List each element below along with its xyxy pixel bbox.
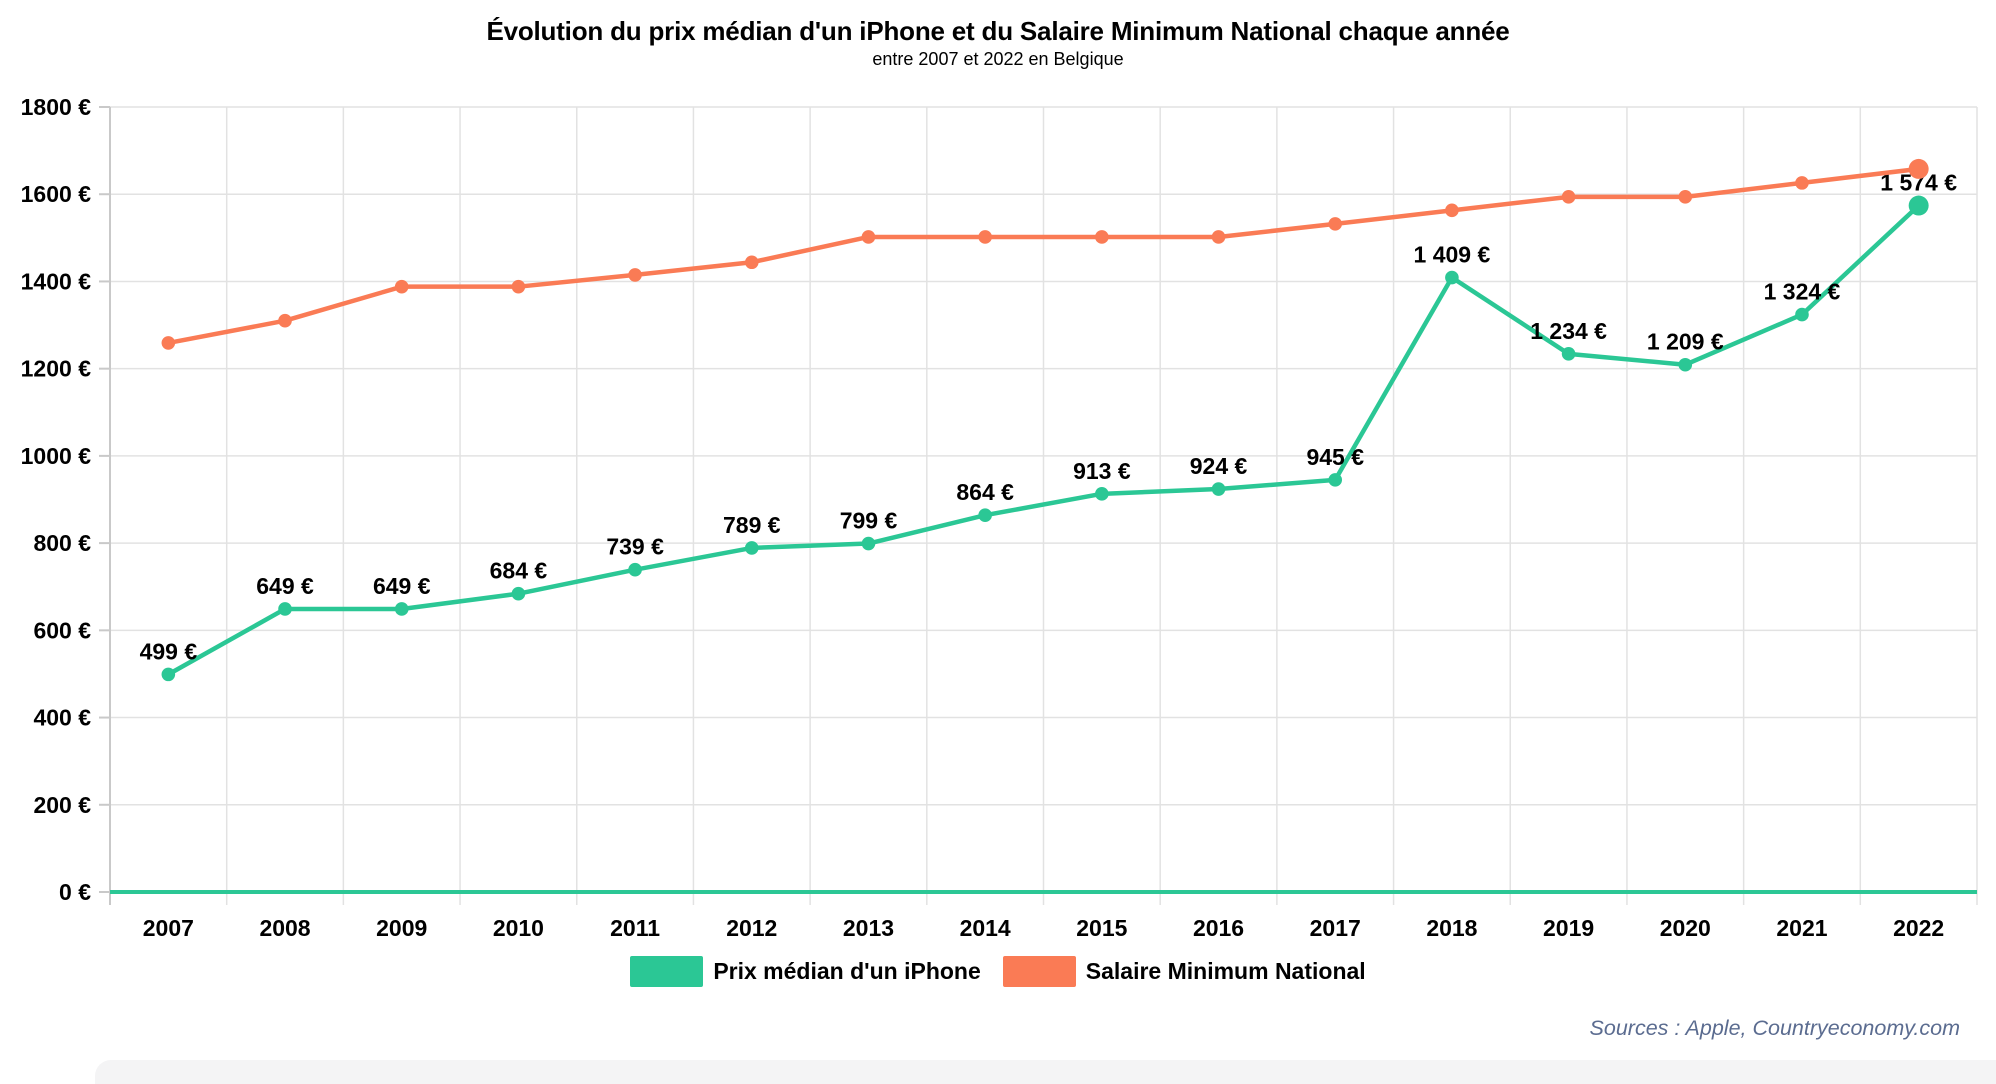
iphone-data-point[interactable] bbox=[394, 602, 409, 616]
salary-data-point[interactable] bbox=[278, 313, 292, 328]
y-tick-label: 1600 € bbox=[21, 181, 92, 207]
data-point-label: 499 € bbox=[140, 638, 198, 664]
y-tick-label: 1800 € bbox=[21, 94, 92, 120]
salary-line bbox=[166, 166, 1921, 346]
iphone-data-point[interactable] bbox=[1328, 473, 1343, 487]
data-point-label: 913 € bbox=[1073, 458, 1131, 484]
salary-data-point[interactable] bbox=[511, 279, 526, 294]
y-tick-label: 400 € bbox=[33, 705, 91, 731]
x-tick-label: 2021 bbox=[1776, 915, 1827, 941]
x-tick-label: 2013 bbox=[843, 915, 894, 941]
salary-data-point[interactable] bbox=[861, 230, 876, 244]
data-point-label: 1 409 € bbox=[1414, 242, 1491, 268]
x-tick-label: 2014 bbox=[960, 915, 1011, 941]
y-tick-label: 600 € bbox=[33, 617, 91, 643]
iphone-line bbox=[166, 203, 1921, 677]
x-tick-label: 2009 bbox=[376, 915, 427, 941]
y-tick-label: 200 € bbox=[33, 792, 91, 818]
legend-label: Prix médian d'un iPhone bbox=[713, 958, 981, 984]
y-tick-label: 0 € bbox=[59, 879, 91, 905]
y-tick-label: 1400 € bbox=[21, 268, 92, 294]
data-point-label: 945 € bbox=[1306, 444, 1364, 470]
salary-data-point[interactable] bbox=[744, 255, 759, 270]
x-tick-label: 2010 bbox=[493, 915, 544, 941]
salary-data-point[interactable] bbox=[1908, 158, 1929, 179]
legend-item: Salaire Minimum National bbox=[1002, 956, 1366, 987]
x-tick-label: 2015 bbox=[1076, 915, 1127, 941]
salary-data-point[interactable] bbox=[1795, 176, 1809, 190]
x-tick-label: 2012 bbox=[726, 915, 777, 941]
salary-data-point[interactable] bbox=[1095, 230, 1109, 244]
iphone-data-point[interactable] bbox=[1445, 270, 1459, 285]
iphone-data-point[interactable] bbox=[1561, 347, 1576, 361]
iphone-data-point[interactable] bbox=[1795, 307, 1809, 322]
x-tick-label: 2022 bbox=[1893, 915, 1944, 941]
iphone-data-point[interactable] bbox=[161, 667, 176, 682]
data-point-label: 864 € bbox=[956, 479, 1014, 505]
chart-legend: Prix médian d'un iPhone Salaire Minimum N… bbox=[0, 956, 1996, 987]
x-tick-label: 2017 bbox=[1310, 915, 1361, 941]
iphone-data-point[interactable] bbox=[1678, 357, 1693, 372]
x-tick-label: 2018 bbox=[1426, 915, 1477, 941]
iphone-data-point[interactable] bbox=[1095, 487, 1109, 501]
x-tick-label: 2016 bbox=[1193, 915, 1244, 941]
iphone-data-point[interactable] bbox=[744, 541, 759, 555]
chart-subtitle: entre 2007 et 2022 en Belgique bbox=[872, 49, 1124, 69]
iphone-data-point[interactable] bbox=[278, 602, 292, 616]
iphone-data-point[interactable] bbox=[978, 508, 992, 522]
data-point-label: 739 € bbox=[606, 534, 664, 560]
salary-data-point[interactable] bbox=[628, 268, 642, 282]
data-point-label: 649 € bbox=[256, 573, 314, 599]
salary-data-point[interactable] bbox=[1445, 203, 1459, 218]
salary-data-point[interactable] bbox=[394, 279, 409, 294]
x-tick-label: 2019 bbox=[1543, 915, 1594, 941]
y-tick-label: 800 € bbox=[33, 530, 91, 556]
y-tick-label: 1000 € bbox=[21, 443, 92, 469]
source-note: Sources : Apple, Countryeconomy.com bbox=[1589, 1016, 1960, 1040]
salary-data-point[interactable] bbox=[1328, 217, 1343, 231]
legend-item: Prix médian d'un iPhone bbox=[630, 956, 981, 987]
chart-title: Évolution du prix médian d'un iPhone et … bbox=[486, 16, 1510, 46]
data-point-label: 684 € bbox=[490, 558, 548, 584]
next-section-edge bbox=[95, 1060, 1996, 1084]
x-tick-label: 2020 bbox=[1660, 915, 1711, 941]
data-point-label: 1 234 € bbox=[1530, 318, 1607, 344]
data-point-label: 924 € bbox=[1190, 453, 1248, 479]
salary-data-point[interactable] bbox=[161, 336, 176, 350]
data-point-label: 1 209 € bbox=[1647, 329, 1724, 355]
y-tick-label: 1200 € bbox=[21, 356, 92, 382]
salary-data-point[interactable] bbox=[978, 230, 992, 244]
data-point-label: 1 324 € bbox=[1764, 279, 1841, 305]
iphone-data-point[interactable] bbox=[1908, 195, 1929, 216]
data-point-label: 799 € bbox=[840, 508, 898, 534]
iphone-data-point[interactable] bbox=[511, 586, 526, 601]
x-tick-label: 2008 bbox=[259, 915, 310, 941]
salary-data-point[interactable] bbox=[1561, 190, 1576, 204]
salary-data-point[interactable] bbox=[1678, 190, 1693, 204]
x-tick-label: 2011 bbox=[610, 915, 660, 941]
legend-label: Salaire Minimum National bbox=[1085, 958, 1366, 984]
legend-swatch-salary bbox=[1002, 956, 1076, 987]
data-point-label: 789 € bbox=[723, 512, 781, 538]
iphone-data-point[interactable] bbox=[628, 562, 642, 577]
data-point-label: 649 € bbox=[373, 573, 431, 599]
salary-data-point[interactable] bbox=[1211, 230, 1226, 244]
iphone-data-point[interactable] bbox=[861, 536, 876, 551]
legend-swatch-iphone bbox=[630, 956, 704, 987]
iphone-data-point[interactable] bbox=[1211, 482, 1226, 496]
x-tick-label: 2007 bbox=[143, 915, 194, 941]
